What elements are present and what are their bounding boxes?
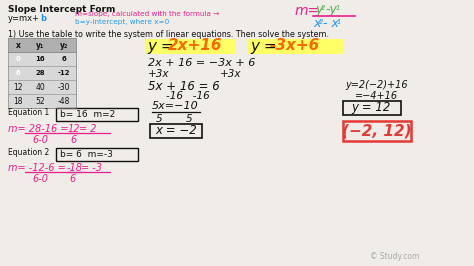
Text: 6: 6: [62, 56, 66, 62]
Text: = -3: = -3: [81, 163, 102, 173]
Bar: [343, 101, 401, 115]
Text: m=: m=: [295, 4, 320, 18]
Text: - x: - x: [323, 17, 339, 30]
Text: -16   -16: -16 -16: [166, 91, 210, 101]
Text: +3x: +3x: [220, 69, 241, 79]
Text: 6: 6: [16, 70, 20, 76]
Text: 2x+16: 2x+16: [168, 39, 222, 53]
Text: 6-0: 6-0: [32, 174, 48, 184]
Text: b= 16  m=2: b= 16 m=2: [60, 110, 115, 119]
Circle shape: [58, 53, 70, 65]
Circle shape: [58, 67, 70, 79]
Bar: [8, 52, 76, 108]
Text: m=slope, calculated with the formula →: m=slope, calculated with the formula →: [75, 11, 219, 17]
Bar: [145, 39, 235, 54]
Text: y=mx+: y=mx+: [8, 14, 40, 23]
Text: =−4+16: =−4+16: [355, 91, 398, 101]
Text: b= 6  m=-3: b= 6 m=-3: [60, 150, 113, 159]
Text: = 2: = 2: [79, 124, 97, 134]
Bar: [8, 80, 76, 94]
Bar: [8, 66, 76, 80]
Text: 6: 6: [70, 135, 76, 145]
Text: -18: -18: [67, 163, 83, 173]
Text: 2x + 16 = −3x + 6: 2x + 16 = −3x + 6: [148, 58, 255, 68]
Text: x: x: [313, 17, 320, 30]
Text: 5x=−10: 5x=−10: [152, 101, 199, 111]
Text: 18: 18: [13, 97, 23, 106]
Text: (−2, 12): (−2, 12): [342, 123, 412, 139]
Text: b=y-intercept, where x=0: b=y-intercept, where x=0: [75, 19, 169, 25]
Bar: [8, 52, 76, 66]
Circle shape: [34, 67, 46, 79]
Circle shape: [34, 53, 46, 65]
Text: b: b: [40, 14, 46, 23]
Text: 28: 28: [35, 70, 45, 76]
Text: -48: -48: [58, 97, 70, 106]
Text: 2: 2: [319, 19, 323, 25]
Bar: [248, 39, 343, 54]
Text: 1: 1: [336, 5, 340, 11]
Text: 6-0: 6-0: [32, 135, 48, 145]
Text: m= -12-6 =: m= -12-6 =: [8, 163, 66, 173]
Bar: [56, 108, 138, 121]
Text: 40: 40: [35, 82, 45, 92]
Circle shape: [12, 67, 24, 79]
Text: Equation 1: Equation 1: [8, 108, 49, 117]
Text: -y: -y: [325, 3, 337, 16]
Text: 12: 12: [13, 82, 23, 92]
Text: y₁: y₁: [36, 40, 44, 49]
Text: y₂: y₂: [60, 40, 68, 49]
Text: 5: 5: [186, 114, 192, 124]
Text: Equation 2: Equation 2: [8, 148, 49, 157]
Text: 1: 1: [337, 19, 341, 25]
Bar: [8, 94, 76, 108]
Text: 5: 5: [156, 114, 163, 124]
Bar: [8, 38, 76, 52]
Text: y: y: [315, 3, 322, 16]
Text: 12: 12: [68, 124, 81, 134]
Text: 1) Use the table to write the system of linear equations. Then solve the system.: 1) Use the table to write the system of …: [8, 30, 329, 39]
Bar: [343, 121, 411, 141]
Text: -12: -12: [58, 70, 70, 76]
Text: y = 12: y = 12: [351, 102, 391, 114]
Text: 2: 2: [321, 5, 326, 11]
Text: y=2(−2)+16: y=2(−2)+16: [345, 80, 408, 90]
Text: © Study.com: © Study.com: [370, 252, 419, 261]
Circle shape: [12, 53, 24, 65]
Text: 5x + 16 = 6: 5x + 16 = 6: [148, 80, 220, 93]
Text: x: x: [16, 40, 20, 49]
Text: +3x: +3x: [148, 69, 170, 79]
Text: y =: y =: [250, 39, 277, 53]
Text: 6: 6: [69, 174, 75, 184]
Text: 0: 0: [16, 56, 20, 62]
Text: 52: 52: [35, 97, 45, 106]
Text: Slope Intercept Form: Slope Intercept Form: [8, 5, 115, 14]
Text: x = −2: x = −2: [155, 124, 197, 138]
Bar: [150, 124, 202, 138]
Text: y =: y =: [147, 39, 173, 53]
Text: -30: -30: [58, 82, 70, 92]
Text: m= 28-16 =: m= 28-16 =: [8, 124, 69, 134]
Bar: [56, 148, 138, 161]
Text: 16: 16: [35, 56, 45, 62]
Text: -3x+6: -3x+6: [270, 39, 320, 53]
